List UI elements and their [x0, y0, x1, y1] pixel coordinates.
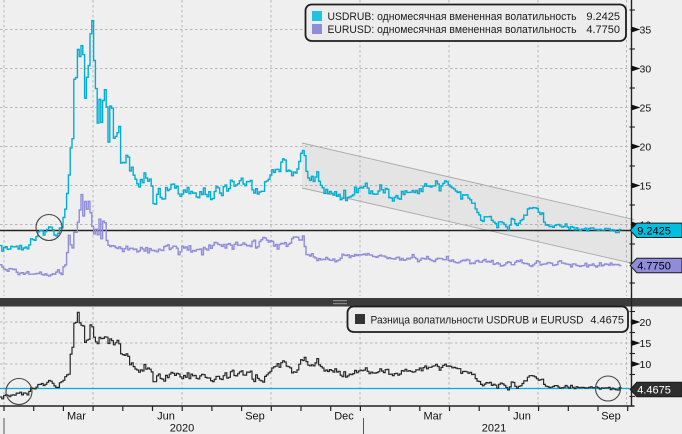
svg-text:10: 10	[640, 359, 652, 371]
svg-text:EURUSD: одномесячная вмененная: EURUSD: одномесячная вмененная волатильн…	[328, 24, 577, 36]
svg-text:Jun: Jun	[157, 411, 175, 423]
svg-text:Sep: Sep	[245, 411, 265, 423]
svg-text:9.2425: 9.2425	[586, 11, 620, 23]
svg-text:4.7750: 4.7750	[586, 24, 620, 36]
svg-text:Разница волатильности USDRUB и: Разница волатильности USDRUB и EURUSD	[371, 314, 584, 326]
svg-text:15: 15	[640, 338, 652, 350]
svg-text:9.2425: 9.2425	[637, 225, 671, 237]
svg-text:30: 30	[640, 63, 652, 75]
svg-text:Sep: Sep	[601, 411, 621, 423]
svg-text:Dec: Dec	[334, 411, 354, 423]
svg-text:4.4675: 4.4675	[590, 314, 624, 326]
svg-text:15: 15	[640, 180, 652, 192]
svg-text:20: 20	[640, 141, 652, 153]
svg-text:4.4675: 4.4675	[637, 385, 671, 397]
svg-text:25: 25	[640, 102, 652, 114]
svg-text:35: 35	[640, 24, 652, 36]
svg-text:USDRUB: одномесячная вмененная: USDRUB: одномесячная вмененная волатильн…	[328, 11, 577, 23]
svg-text:Jun: Jun	[513, 411, 531, 423]
svg-text:Mar: Mar	[424, 411, 443, 423]
svg-text:4.7750: 4.7750	[637, 261, 671, 273]
svg-text:20: 20	[640, 317, 652, 329]
svg-text:2020: 2020	[170, 423, 194, 434]
svg-text:2021: 2021	[482, 423, 506, 434]
svg-text:Mar: Mar	[67, 411, 86, 423]
